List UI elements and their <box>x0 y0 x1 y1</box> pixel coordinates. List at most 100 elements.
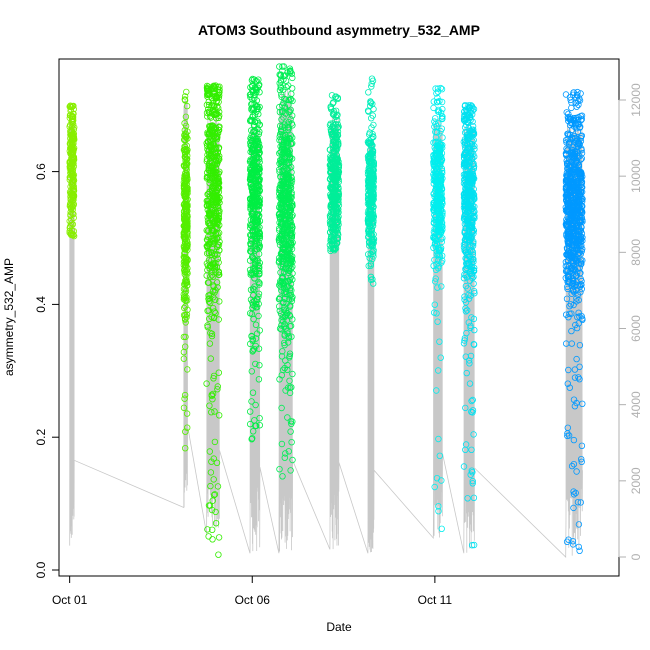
data-point <box>467 221 474 229</box>
data-point <box>462 163 470 170</box>
data-point <box>247 180 255 187</box>
data-point <box>281 236 288 243</box>
data-point <box>461 108 468 115</box>
data-point <box>282 158 289 165</box>
data-point <box>281 332 288 339</box>
data-point <box>327 235 334 243</box>
data-point <box>331 129 339 137</box>
data-point <box>277 310 285 317</box>
data-point <box>203 272 210 279</box>
data-point <box>248 117 256 125</box>
data-point <box>212 310 219 317</box>
data-point <box>204 146 211 153</box>
data-point <box>284 176 292 183</box>
data-point <box>434 94 441 102</box>
data-point <box>433 90 440 97</box>
data-point <box>326 241 334 249</box>
data-point <box>366 239 373 246</box>
data-point <box>464 495 471 502</box>
data-point <box>280 114 287 121</box>
data-point <box>575 543 582 551</box>
data-point <box>249 75 256 83</box>
data-point <box>247 286 255 293</box>
data-point <box>575 374 582 381</box>
data-point <box>282 325 289 332</box>
data-point <box>435 224 443 231</box>
data-point <box>213 459 221 466</box>
data-point <box>247 245 255 252</box>
data-point <box>332 192 339 200</box>
data-point <box>183 102 191 110</box>
data-point <box>67 212 74 219</box>
data-point <box>256 121 263 129</box>
data-point <box>462 441 470 448</box>
data-point <box>214 195 222 203</box>
data-point <box>66 223 74 230</box>
data-point <box>210 240 217 247</box>
data-point <box>209 122 216 129</box>
data-point <box>182 255 190 263</box>
data-point <box>184 366 191 373</box>
data-point <box>204 93 211 100</box>
data-point <box>567 301 575 308</box>
data-point <box>214 383 221 390</box>
data-point <box>367 276 375 283</box>
data-point <box>329 193 336 200</box>
data-point <box>250 133 257 140</box>
data-point <box>181 96 188 103</box>
data-point <box>573 295 580 302</box>
chart-title: ATOM3 Southbound asymmetry_532_AMP <box>198 22 480 38</box>
data-point <box>253 97 260 104</box>
data-point <box>438 283 445 290</box>
x-tick-label: Oct 06 <box>235 593 271 607</box>
data-point <box>574 128 582 135</box>
y-tick-label: 0.0 <box>34 561 48 578</box>
data-point <box>209 497 216 504</box>
data-point <box>211 130 219 138</box>
data-point <box>210 455 217 462</box>
data-point <box>256 279 263 287</box>
data-point <box>438 259 445 266</box>
data-point <box>466 225 473 232</box>
data-point <box>181 127 188 134</box>
data-point <box>576 547 583 554</box>
data-point <box>206 502 214 509</box>
data-point <box>250 203 257 210</box>
data-point <box>254 222 261 230</box>
data-point <box>248 435 256 442</box>
data-point <box>211 296 219 303</box>
data-point <box>180 146 188 154</box>
data-point <box>329 228 337 235</box>
data-point <box>251 275 258 282</box>
data-point <box>469 161 476 168</box>
data-point <box>283 185 290 193</box>
data-point <box>460 159 468 166</box>
data-point <box>281 339 288 347</box>
data-point <box>289 370 296 378</box>
data-point <box>181 93 189 100</box>
data-point <box>284 249 291 256</box>
data-point <box>281 454 288 461</box>
data-point <box>331 125 338 132</box>
data-point <box>249 100 256 107</box>
data-point <box>69 113 77 120</box>
data-point <box>469 228 476 235</box>
data-point <box>469 477 476 485</box>
data-point <box>254 172 262 179</box>
data-point <box>67 208 74 216</box>
data-point <box>564 283 571 290</box>
data-point <box>182 319 189 326</box>
data-point <box>431 256 438 264</box>
data-point <box>279 258 286 265</box>
data-point <box>466 360 473 367</box>
data-point <box>280 298 287 306</box>
data-point <box>214 202 221 210</box>
series-9 <box>460 101 478 549</box>
data-point <box>563 340 570 347</box>
data-point <box>469 480 476 487</box>
data-point <box>462 308 470 315</box>
data-point <box>183 202 190 209</box>
data-point <box>256 259 263 267</box>
data-point <box>276 307 283 314</box>
data-point <box>460 463 468 470</box>
